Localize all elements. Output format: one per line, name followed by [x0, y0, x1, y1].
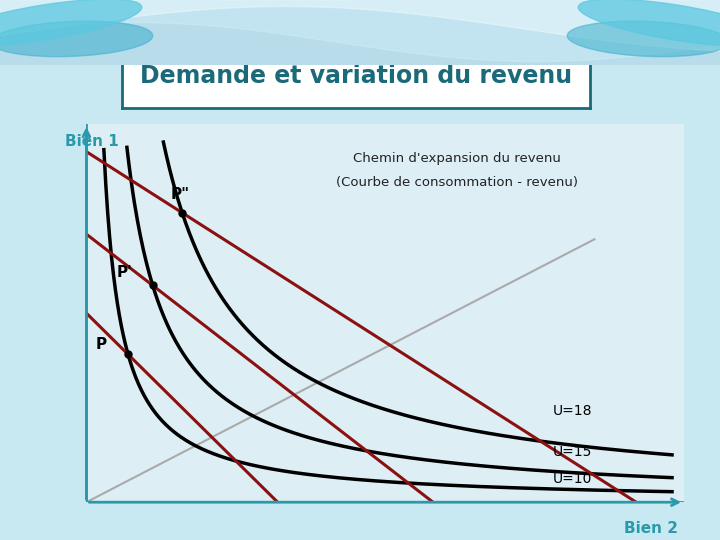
Text: P: P: [95, 338, 107, 352]
Ellipse shape: [0, 21, 153, 57]
Text: P": P": [170, 187, 189, 202]
Text: P': P': [117, 265, 132, 280]
Text: Chemin d'expansion du revenu: Chemin d'expansion du revenu: [353, 152, 561, 165]
Ellipse shape: [567, 21, 720, 57]
Text: U=10: U=10: [552, 472, 592, 487]
Ellipse shape: [578, 0, 720, 46]
Text: (Courbe de consommation - revenu): (Courbe de consommation - revenu): [336, 176, 578, 189]
Text: Bien 2: Bien 2: [624, 521, 678, 536]
Text: U=18: U=18: [552, 403, 592, 417]
Text: Bien 1: Bien 1: [66, 133, 120, 148]
Ellipse shape: [0, 0, 142, 46]
Text: Demande et variation du revenu: Demande et variation du revenu: [140, 64, 572, 87]
Text: U=15: U=15: [552, 445, 592, 459]
